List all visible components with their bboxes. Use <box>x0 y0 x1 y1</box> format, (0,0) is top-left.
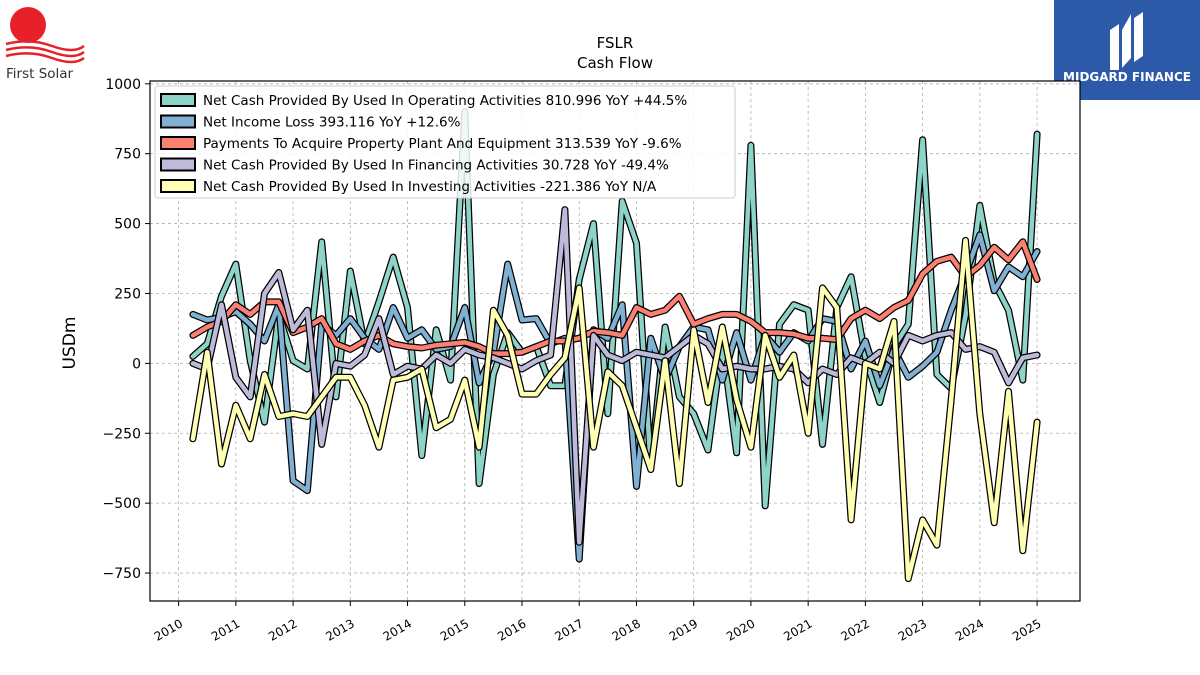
x-tick-label: 2018 <box>610 616 643 643</box>
first-solar-logo: First Solar <box>5 7 85 82</box>
x-axis-ticks: 2010 2011 2012 2013 2014 2015 2016 2017 2018 2019… <box>152 601 1044 644</box>
legend-label: Net Income Loss 393.116 YoY +12.6% <box>203 115 461 131</box>
y-tick-label: −250 <box>103 426 141 442</box>
wave-icon <box>5 52 85 64</box>
x-tick-label: 2025 <box>1010 616 1043 643</box>
x-tick-label: 2010 <box>152 616 185 643</box>
legend-label: Payments To Acquire Property Plant And E… <box>203 136 682 152</box>
y-axis-label: USDm <box>60 317 80 370</box>
y-tick-label: 1000 <box>105 77 141 93</box>
x-tick-label: 2013 <box>323 616 356 643</box>
legend-swatch <box>160 136 196 150</box>
series-line-3 <box>189 238 1041 358</box>
chart-subtitle: Cash Flow <box>577 54 653 72</box>
x-tick-label: 2024 <box>953 616 986 643</box>
legend-items: Net Cash Provided By Used In Operating A… <box>160 93 687 195</box>
chart-title: FSLR <box>597 34 634 52</box>
y-tick-label: −500 <box>103 496 141 512</box>
legend-entry: Net Cash Provided By Used In Operating A… <box>160 93 687 109</box>
legend-swatch <box>160 157 196 172</box>
series-layer <box>189 108 1041 583</box>
series-path <box>190 239 1040 356</box>
y-axis-ticks: 1000 750 500 250 0 −250 −500 −750 <box>103 77 150 582</box>
first-solar-logo-text: First Solar <box>6 66 74 82</box>
y-tick-label: 0 <box>132 356 141 372</box>
x-tick-label: 2020 <box>724 616 757 643</box>
legend-swatch <box>160 114 196 129</box>
x-tick-label: 2012 <box>266 616 299 643</box>
x-tick-label: 2021 <box>781 616 814 643</box>
legend-entry: Net Income Loss 393.116 YoY +12.6% <box>160 114 461 131</box>
y-tick-label: 250 <box>114 286 141 302</box>
y-tick-label: 750 <box>114 147 141 163</box>
midgard-logo-text: MIDGARD FINANCE <box>1063 70 1191 84</box>
wave-icon <box>5 46 85 58</box>
x-tick-label: 2016 <box>495 616 528 643</box>
x-tick-label: 2014 <box>381 616 414 643</box>
sun-icon <box>10 7 46 43</box>
y-tick-label: −750 <box>103 566 141 582</box>
midgard-finance-logo: MIDGARD FINANCE <box>1054 0 1200 100</box>
legend-swatch <box>160 93 196 107</box>
x-tick-label: 2017 <box>552 616 585 643</box>
y-tick-label: 500 <box>114 217 141 233</box>
series-path <box>190 238 1040 581</box>
x-tick-label: 2023 <box>896 616 929 643</box>
legend-entry: Net Cash Provided By Used In Investing A… <box>160 179 657 195</box>
x-tick-label: 2015 <box>438 616 471 643</box>
legend-label: Net Cash Provided By Used In Financing A… <box>203 158 669 174</box>
x-tick-label: 2011 <box>209 616 242 643</box>
legend: Net Cash Provided By Used In Operating A… <box>154 85 736 199</box>
legend-label: Net Cash Provided By Used In Investing A… <box>203 179 657 195</box>
legend-frame <box>154 85 736 199</box>
legend-label: Net Cash Provided By Used In Operating A… <box>203 93 687 109</box>
plot-frame <box>149 80 1081 602</box>
midgard-m-icon <box>1110 12 1143 70</box>
x-tick-label: 2022 <box>839 616 872 643</box>
wave-icon <box>5 40 85 52</box>
legend-entry: Net Cash Provided By Used In Financing A… <box>160 157 669 174</box>
series-line-5 <box>189 236 1041 583</box>
legend-entry: Payments To Acquire Property Plant And E… <box>160 136 682 152</box>
legend-swatch <box>160 179 196 193</box>
x-tick-label: 2019 <box>667 616 700 643</box>
